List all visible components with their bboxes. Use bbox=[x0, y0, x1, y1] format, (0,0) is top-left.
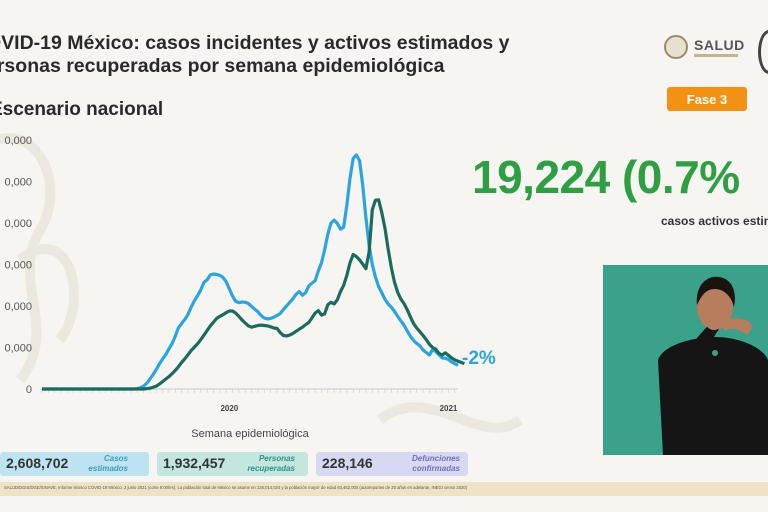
x-axis-ticks: 2020 2021 bbox=[220, 404, 457, 413]
x-axis-label: Semana epidemiológica bbox=[191, 428, 309, 440]
kpi-label: Personas recuperadas bbox=[247, 454, 295, 473]
kpi-value: 1,932,457 bbox=[163, 455, 226, 471]
kpi-label: Defunciones confirmadas bbox=[411, 454, 460, 473]
chart-title-line-1: OVID-19 México: casos incidentes y activ… bbox=[0, 32, 510, 54]
eagle-seal-icon bbox=[664, 35, 688, 59]
footer-bar bbox=[0, 482, 768, 496]
logo-underline bbox=[694, 54, 738, 57]
y-tick-label: 0 bbox=[26, 384, 32, 396]
y-tick-label: 0,000 bbox=[4, 301, 32, 313]
kpi-defunciones-confirmadas: 228,146 Defunciones confirmadas bbox=[316, 452, 468, 476]
kpi-value: 2,608,702 bbox=[6, 455, 69, 471]
kpi-personas-recuperadas: 1,932,457 Personas recuperadas bbox=[157, 452, 308, 476]
chart-subtitle: Escenario nacional bbox=[0, 99, 164, 120]
kpi-value: 228,146 bbox=[322, 455, 373, 471]
series-line-recuperadas bbox=[42, 153, 459, 391]
y-tick-label: 0,000 bbox=[4, 218, 32, 230]
sign-language-interpreter bbox=[603, 265, 768, 455]
x-axis-minor-ticks bbox=[41, 389, 456, 393]
chart-title: OVID-19 México: casos incidentes y activ… bbox=[0, 32, 626, 78]
y-axis-ticks: 0 0,000 0,000 0,000 0,000 0,000 0,000 bbox=[4, 135, 32, 396]
phase-badge: Fase 3 bbox=[667, 87, 747, 111]
chart-title-line-2: ersonas recuperadas por semana epidemiol… bbox=[0, 55, 445, 77]
x-tick-label: 2021 bbox=[440, 404, 458, 413]
y-tick-label: 0,000 bbox=[4, 343, 32, 355]
line-chart: 0 0,000 0,000 0,000 0,000 0,000 0,000 2020 2021… bbox=[4, 135, 496, 440]
series-line-activos bbox=[42, 198, 466, 391]
salud-logo-text: SALUD bbox=[694, 37, 745, 53]
y-tick-label: 0,000 bbox=[4, 135, 32, 147]
kpi-label: Casos estimados bbox=[88, 454, 128, 473]
x-tick-label: 2020 bbox=[220, 404, 238, 413]
change-label: -2% bbox=[462, 348, 496, 369]
salud-logo: SALUD bbox=[664, 34, 752, 64]
active-cases-label: casos activos estim bbox=[661, 214, 768, 228]
active-cases-value: 19,224 (0.7% bbox=[472, 151, 740, 203]
footnote: SALUD/DGIS/DGE/SINAVE, Informe técnico C… bbox=[4, 485, 468, 490]
kpi-casos-estimados: 2,608,702 Casos estimados bbox=[0, 452, 149, 476]
y-tick-label: 0,000 bbox=[4, 177, 32, 189]
y-tick-label: 0,000 bbox=[4, 260, 32, 272]
